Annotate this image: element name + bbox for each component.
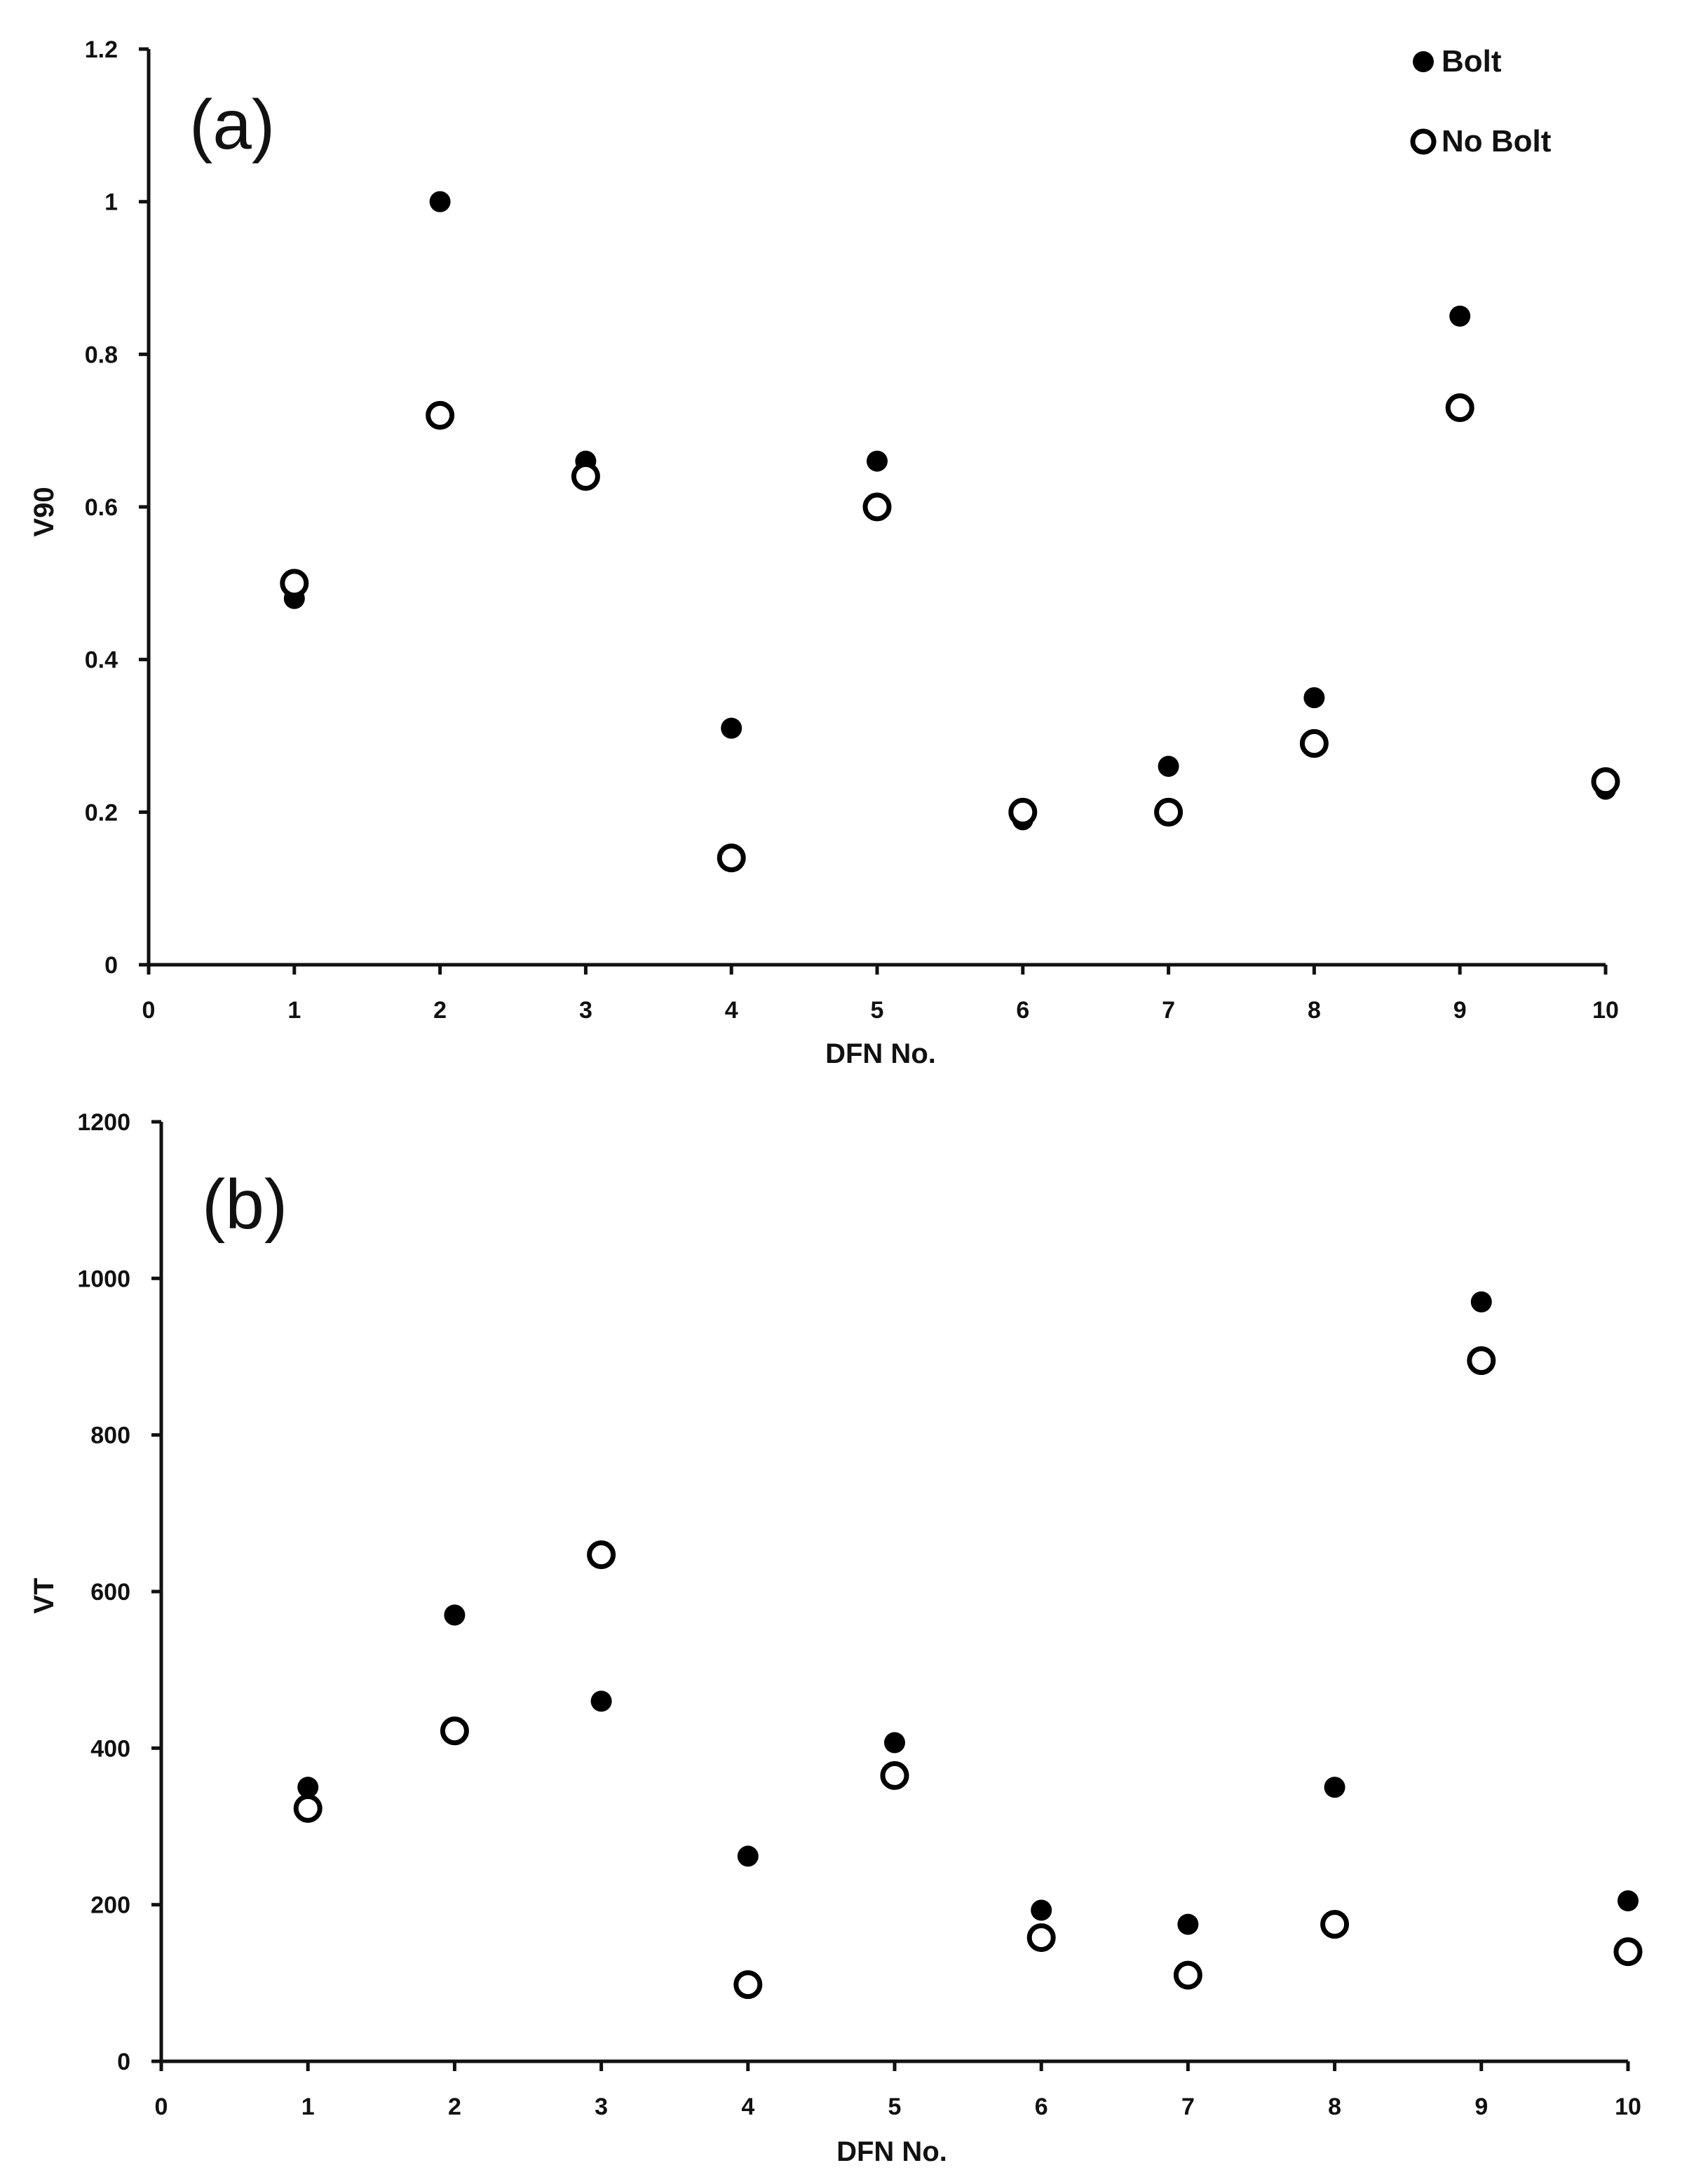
- panel-b-y-tick-label: 200: [90, 1892, 130, 1919]
- panel-b-x-tick-label: 3: [595, 2094, 608, 2120]
- panel-a-bolt-point: [1449, 305, 1471, 327]
- panel-a-bolt-point: [429, 191, 451, 212]
- panel-a-no-bolt-point: [717, 843, 746, 873]
- panel-b-no-bolt-point: [1173, 1960, 1202, 1990]
- panel-a-x-tick-label: 10: [1592, 997, 1619, 1024]
- panel-b-bolt-point: [297, 1777, 319, 1798]
- panel-a-no-bolt-point: [1008, 797, 1038, 827]
- panel-a-x-tick-label: 1: [287, 997, 301, 1024]
- panel-a-y-tick-label: 0: [104, 952, 118, 979]
- panel-a-x-tick-label: 2: [433, 997, 447, 1024]
- panel-a-x-tick-label: 9: [1453, 997, 1467, 1024]
- panel-b-no-bolt-point: [1026, 1923, 1056, 1953]
- panel-a-y-axis-title: V90: [29, 487, 60, 536]
- panel-a-x-tick-label: 7: [1162, 997, 1175, 1024]
- panel-b-bolt-point: [1470, 1291, 1492, 1313]
- panel-a-no-bolt-point: [1299, 728, 1329, 758]
- panel-b-x-axis-title: DFN No.: [836, 2136, 947, 2167]
- panel-b-bolt-point: [444, 1604, 466, 1626]
- panel-a-bolt-point: [1303, 687, 1325, 709]
- panel-b-y-tick-label: 0: [117, 2049, 130, 2075]
- panel-b-y-axis-title: VT: [29, 1578, 60, 1613]
- panel-b-x-tick-label: 8: [1328, 2094, 1341, 2120]
- panel-a-x-tick-label: 0: [142, 997, 156, 1024]
- panel-a-marks: 0 1 2 3 4 5 6 7 8 9 10 0 0.2 0.4 0.6 0.8 1 1.2: [85, 36, 1620, 1024]
- panel-a-y-tick-label: 1.2: [85, 36, 118, 63]
- panel-a-x-tick-label: 5: [871, 997, 884, 1024]
- panel-b-x-tick-label: 5: [888, 2094, 902, 2120]
- panel-b-y-tick-label: 1000: [77, 1266, 130, 1292]
- panel-b-bolt-point: [1031, 1899, 1052, 1921]
- panel-a-bolt-point: [721, 717, 742, 739]
- panel-b-no-bolt-point: [1613, 1937, 1643, 1967]
- panel-b-bolt-point: [1324, 1777, 1345, 1798]
- panel-b-no-bolt-point: [880, 1761, 909, 1790]
- panel-a-no-bolt-point: [1154, 797, 1183, 827]
- panel-a-x-tick-label: 6: [1016, 997, 1029, 1024]
- panel-b: (b) DFN No. VT 0 1 2 3 4 5 6 7 8 9 10 0 200 400 600 800…: [29, 1109, 1643, 2167]
- panel-b-bolt-point: [737, 1845, 759, 1867]
- panel-a-no-bolt-point: [571, 461, 600, 491]
- panel-b-y-tick-label: 400: [90, 1735, 130, 1762]
- panel-b-no-bolt-point: [733, 1970, 763, 2000]
- panel-a-no-bolt-point: [862, 492, 892, 522]
- panel-b-bolt-point: [1177, 1913, 1199, 1935]
- panel-a: (a) DFN No. V90 0 1 2 3 4 5 6 7 8 9 10 0 0.2 0.4 0.6 0.…: [29, 36, 1620, 1069]
- panel-b-label: (b): [202, 1165, 287, 1244]
- legend: Bolt No Bolt: [1410, 44, 1552, 158]
- legend-bolt-label: Bolt: [1442, 44, 1502, 79]
- panel-b-y-tick-label: 1200: [77, 1109, 130, 1136]
- panel-a-bolt-point: [1158, 756, 1179, 778]
- panel-b-x-tick-label: 7: [1181, 2094, 1195, 2120]
- panel-b-x-tick-label: 6: [1035, 2094, 1048, 2120]
- panel-b-y-tick-label: 800: [90, 1423, 130, 1449]
- panel-a-no-bolt-point: [426, 400, 455, 430]
- panel-b-marks: 0 1 2 3 4 5 6 7 8 9 10 0 200 400 600 800 1000 1200: [77, 1109, 1643, 2120]
- panel-a-no-bolt-point: [280, 569, 309, 598]
- panel-a-no-bolt-point: [1591, 767, 1620, 796]
- panel-b-x-tick-label: 4: [741, 2094, 754, 2120]
- panel-b-x-tick-label: 0: [155, 2094, 168, 2120]
- panel-b-x-tick-label: 10: [1615, 2094, 1641, 2120]
- panel-a-bolt-point: [867, 450, 888, 472]
- panel-b-x-tick-label: 9: [1474, 2094, 1488, 2120]
- panel-b-bolt-point: [590, 1690, 612, 1712]
- legend-no-bolt-marker: [1410, 128, 1437, 155]
- panel-a-y-tick-label: 0.2: [85, 799, 118, 826]
- panel-b-no-bolt-point: [587, 1540, 616, 1570]
- panel-b-bolt-point: [884, 1732, 905, 1754]
- panel-b-y-tick-label: 600: [90, 1579, 130, 1606]
- panel-a-label: (a): [189, 86, 275, 164]
- legend-bolt-marker: [1413, 51, 1434, 72]
- panel-a-y-tick-label: 0.6: [85, 494, 118, 521]
- panel-a-no-bolt-point: [1445, 393, 1474, 423]
- panel-a-y-tick-label: 1: [104, 189, 118, 216]
- panel-b-bolt-point: [1617, 1890, 1639, 1912]
- panel-b-x-tick-label: 2: [448, 2094, 461, 2120]
- panel-a-x-tick-label: 3: [579, 997, 592, 1024]
- panel-b-no-bolt-point: [1320, 1910, 1350, 1939]
- panel-a-y-tick-label: 0.8: [85, 341, 118, 368]
- panel-a-x-axis-title: DFN No.: [825, 1038, 936, 1069]
- panel-b-no-bolt-point: [440, 1716, 469, 1746]
- panel-b-no-bolt-point: [1467, 1346, 1496, 1376]
- panel-a-x-tick-label: 8: [1308, 997, 1321, 1024]
- panel-b-x-tick-label: 1: [301, 2094, 315, 2120]
- panel-a-x-tick-label: 4: [725, 997, 738, 1024]
- panel-b-no-bolt-point: [293, 1793, 323, 1823]
- legend-no-bolt-label: No Bolt: [1442, 124, 1552, 158]
- panel-a-y-tick-label: 0.4: [85, 647, 118, 674]
